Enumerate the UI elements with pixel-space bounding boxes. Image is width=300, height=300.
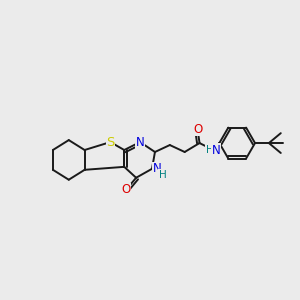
Text: N: N — [153, 162, 161, 175]
Text: H: H — [206, 145, 213, 155]
Text: N: N — [212, 143, 221, 157]
Text: H: H — [159, 170, 167, 180]
Text: S: S — [106, 136, 115, 148]
Text: O: O — [122, 183, 131, 196]
Text: N: N — [136, 136, 145, 148]
Text: O: O — [193, 123, 202, 136]
